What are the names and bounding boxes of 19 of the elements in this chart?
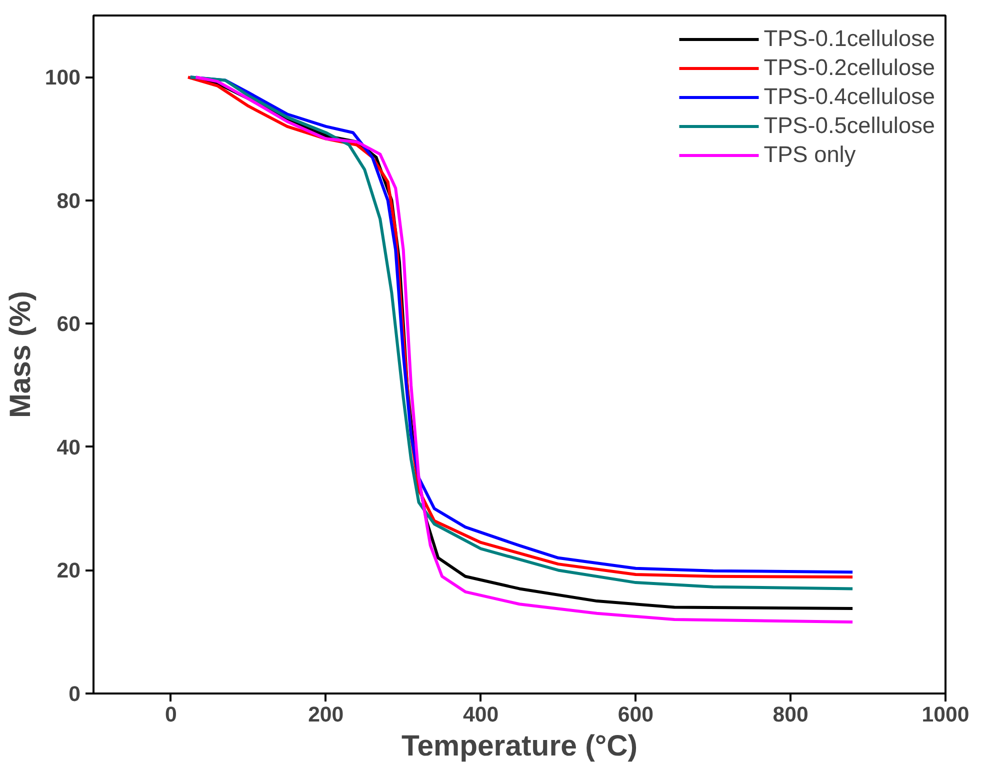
x-tick-label: 400 [462,702,499,726]
y-axis-title: Mass (%) [4,290,37,418]
y-tick-label: 0 [68,682,81,706]
x-tick-label: 600 [618,702,654,726]
legend-label: TPS only [764,141,856,168]
x-tick-label: 800 [772,702,808,726]
legend-label: TPS-0.1cellulose [764,25,935,52]
y-tick-label: 80 [56,188,81,213]
x-tick-label: 0 [165,702,177,726]
legend-label: TPS-0.2cellulose [764,54,935,81]
y-tick-label: 20 [56,558,81,583]
y-tick-label: 40 [56,435,81,460]
y-tick-label: 60 [56,312,81,336]
x-tick-label: 200 [308,702,344,726]
x-axis-title: Temperature (°C) [401,730,638,762]
x-tick-label: 1000 [922,702,970,726]
legend-label: TPS-0.5cellulose [764,112,935,139]
legend-label: TPS-0.4cellulose [764,83,935,110]
y-tick-label: 100 [44,66,81,90]
